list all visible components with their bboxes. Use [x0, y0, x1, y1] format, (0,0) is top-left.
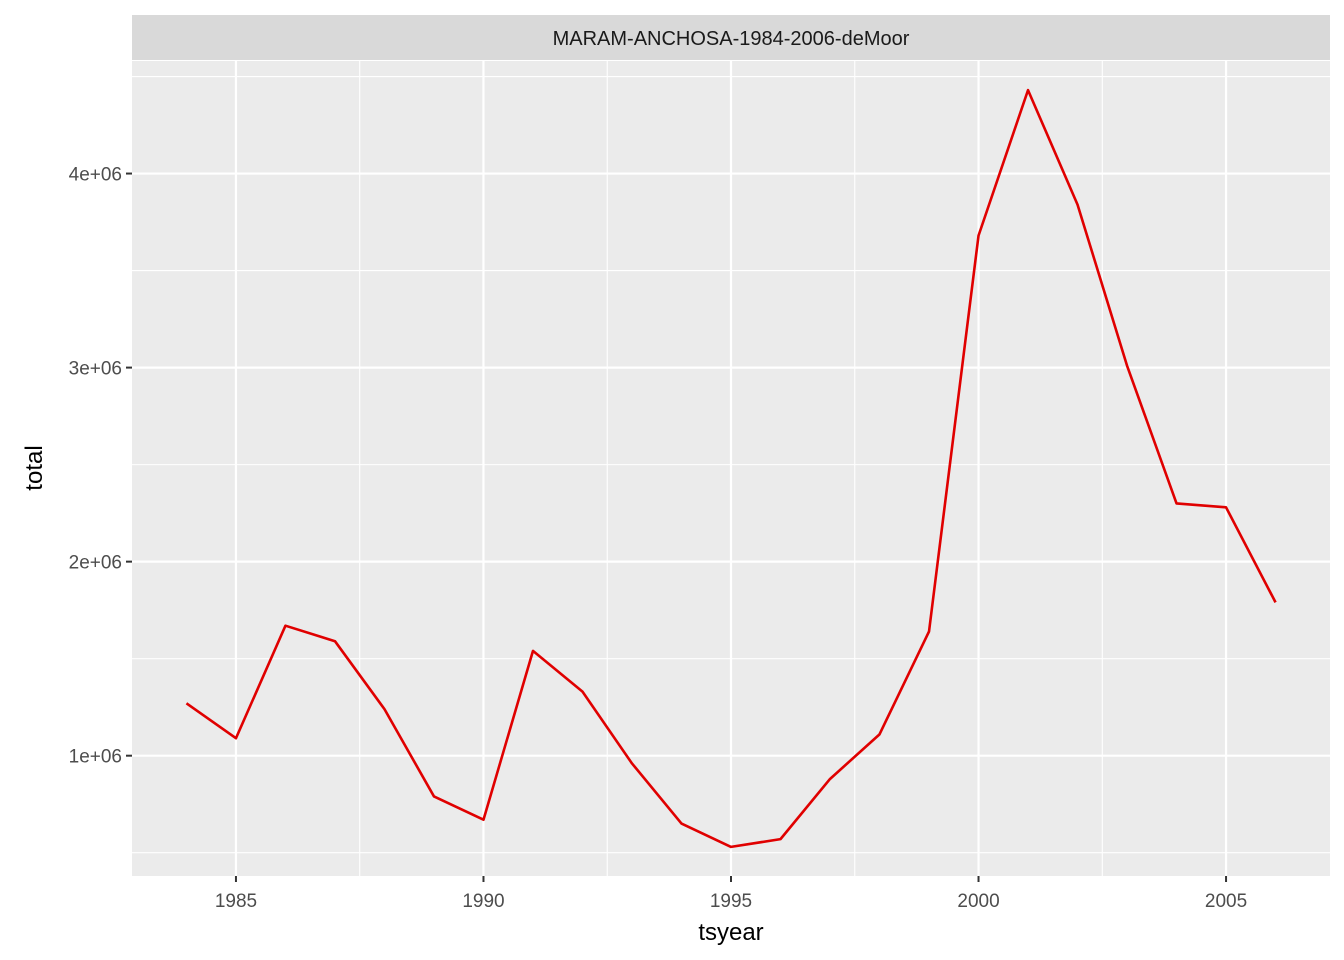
x-tick-label: 1985 [215, 891, 257, 912]
y-axis: 1e+06 2e+06 3e+06 4e+06 [69, 165, 132, 768]
series-line-0 [185, 88, 1277, 849]
y-tick-label: 4e+06 [69, 165, 122, 186]
y-axis-title: total [21, 445, 48, 490]
x-tick-label: 2000 [957, 891, 999, 912]
x-tick-label: 2005 [1205, 891, 1247, 912]
y-tick-label: 2e+06 [69, 553, 122, 574]
x-axis: 1985 1990 1995 2000 2005 [215, 876, 1247, 912]
x-tick-label: 1995 [710, 891, 752, 912]
series-layer [185, 88, 1277, 849]
y-tick-label: 3e+06 [69, 359, 122, 380]
y-tick-label: 1e+06 [69, 747, 122, 768]
strip-background [132, 15, 1330, 60]
x-tick-label: 1990 [462, 891, 504, 912]
grid-major [132, 61, 1330, 876]
x-axis-title: tsyear [698, 919, 763, 946]
facet-label: MARAM-ANCHOSA-1984-2006-deMoor [553, 28, 910, 50]
